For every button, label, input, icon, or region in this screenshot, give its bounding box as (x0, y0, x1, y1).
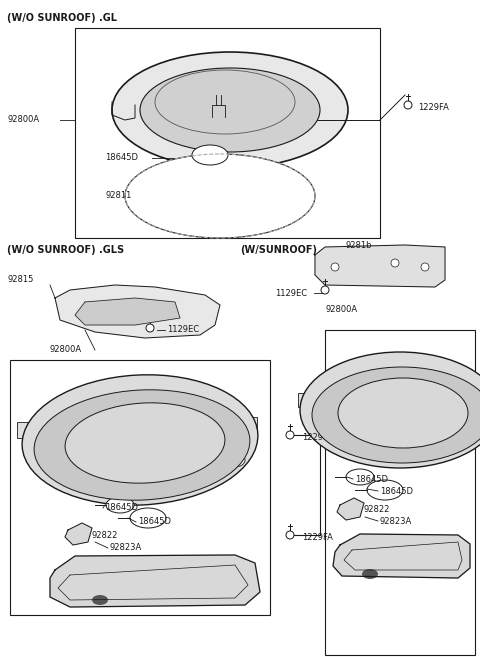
Bar (325, 330, 475, 655)
Ellipse shape (22, 374, 258, 505)
Bar (10, 360, 270, 615)
Circle shape (404, 101, 412, 109)
Bar (298, 393, 308, 407)
Ellipse shape (225, 453, 245, 467)
Ellipse shape (312, 367, 480, 463)
Ellipse shape (192, 145, 228, 165)
Circle shape (421, 263, 429, 271)
Ellipse shape (92, 595, 108, 605)
Text: 92823A: 92823A (110, 543, 142, 553)
Polygon shape (65, 523, 92, 545)
Ellipse shape (34, 390, 250, 500)
Text: 92815: 92815 (7, 275, 34, 284)
Text: 18645D: 18645D (105, 154, 138, 162)
Circle shape (321, 286, 329, 294)
Polygon shape (315, 245, 445, 287)
Text: (W/SUNROOF): (W/SUNROOF) (240, 245, 317, 255)
Circle shape (391, 259, 399, 267)
Text: 92822: 92822 (92, 532, 119, 541)
Text: (W/O SUNROOF) .GL: (W/O SUNROOF) .GL (7, 13, 117, 23)
Circle shape (286, 531, 294, 539)
Ellipse shape (338, 378, 468, 448)
Bar (75, 28, 380, 238)
Text: 92822: 92822 (364, 505, 390, 514)
Circle shape (331, 263, 339, 271)
Polygon shape (50, 555, 260, 607)
Text: 18645D: 18645D (138, 518, 171, 526)
Circle shape (286, 431, 294, 439)
Text: 1129EC: 1129EC (167, 325, 199, 334)
Ellipse shape (65, 403, 225, 483)
Bar (345, 255, 395, 280)
Ellipse shape (112, 52, 348, 168)
Polygon shape (333, 534, 470, 578)
Text: 9281b: 9281b (345, 240, 372, 250)
Ellipse shape (300, 352, 480, 468)
Text: 92800A: 92800A (50, 346, 82, 355)
Text: 1229FA: 1229FA (302, 434, 333, 443)
Ellipse shape (346, 469, 374, 485)
Text: 92800A: 92800A (7, 116, 39, 124)
Text: 1229FA: 1229FA (418, 102, 449, 112)
Text: 1129EC: 1129EC (275, 288, 307, 298)
Polygon shape (337, 498, 364, 520)
Ellipse shape (130, 508, 166, 528)
Ellipse shape (125, 154, 315, 238)
Ellipse shape (106, 497, 134, 513)
Bar (17, 422, 29, 438)
Polygon shape (75, 298, 180, 325)
Circle shape (146, 324, 154, 332)
Polygon shape (55, 285, 220, 338)
Text: 1229FA: 1229FA (302, 533, 333, 543)
Ellipse shape (367, 480, 403, 500)
Text: 18645D: 18645D (355, 476, 388, 484)
Text: (W/O SUNROOF) .GLS: (W/O SUNROOF) .GLS (7, 245, 124, 255)
Text: 92823A: 92823A (380, 518, 412, 526)
Ellipse shape (362, 569, 378, 579)
Text: 92800A: 92800A (325, 306, 357, 315)
Bar (245, 417, 257, 433)
Text: 18645D: 18645D (105, 503, 138, 512)
Text: 92811: 92811 (105, 191, 132, 200)
Text: 18645D: 18645D (380, 487, 413, 497)
Ellipse shape (140, 68, 320, 152)
